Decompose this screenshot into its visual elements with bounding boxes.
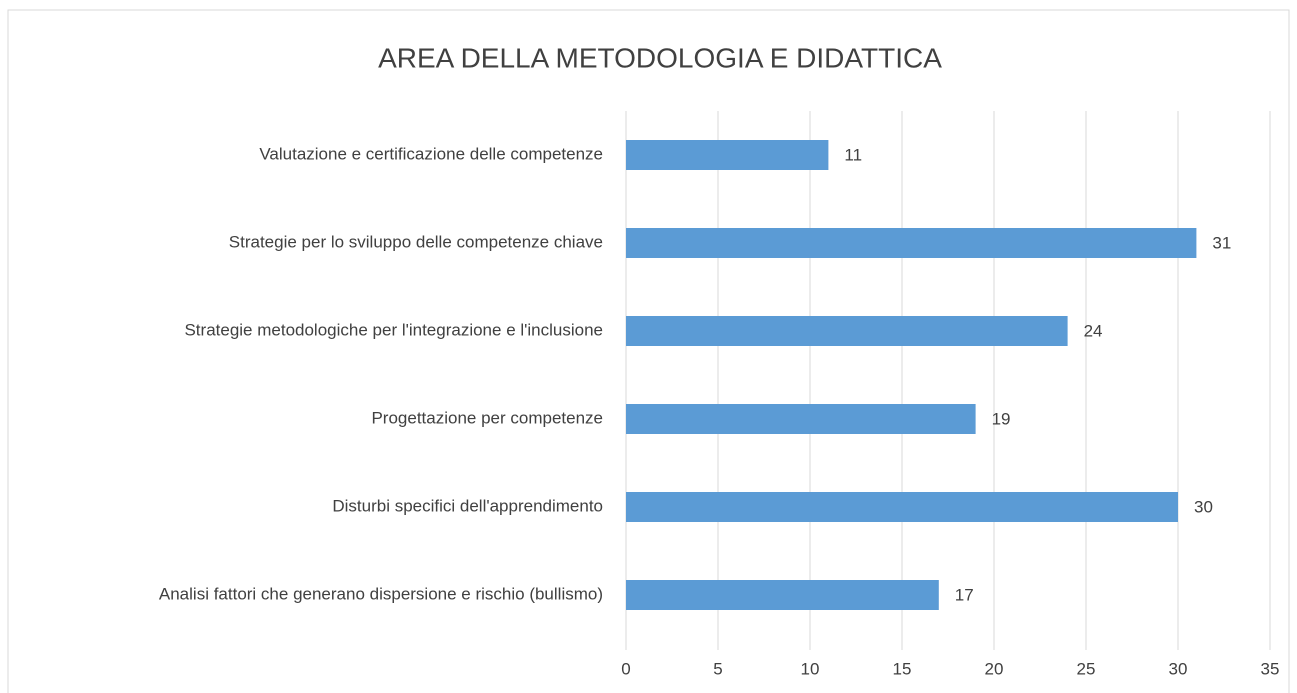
x-tick-label: 20 xyxy=(985,659,1004,678)
y-tick-label: Disturbi specifici dell'apprendimento xyxy=(332,496,603,515)
bar xyxy=(626,404,976,434)
x-tick-label: 15 xyxy=(893,659,912,678)
data-label: 11 xyxy=(844,145,862,164)
chart-border xyxy=(7,9,1290,693)
bar xyxy=(626,580,939,610)
chart-title: AREA DELLA METODOLOGIA E DIDATTICA xyxy=(378,42,942,73)
x-tick-label: 5 xyxy=(713,659,722,678)
y-tick-label: Analisi fattori che generano dispersione… xyxy=(159,584,603,603)
bar xyxy=(626,316,1068,346)
data-label: 31 xyxy=(1212,233,1231,252)
x-tick-label: 0 xyxy=(621,659,630,678)
x-tick-label: 35 xyxy=(1261,659,1280,678)
data-label: 19 xyxy=(992,409,1011,428)
y-tick-label: Strategie metodologiche per l'integrazio… xyxy=(184,320,603,339)
data-label: 24 xyxy=(1084,321,1103,340)
data-label: 30 xyxy=(1194,497,1213,516)
y-tick-label: Progettazione per competenze xyxy=(371,408,603,427)
x-tick-label: 25 xyxy=(1077,659,1096,678)
y-tick-label: Strategie per lo sviluppo delle competen… xyxy=(229,232,603,251)
x-tick-label: 10 xyxy=(801,659,820,678)
data-label: 17 xyxy=(955,585,974,604)
y-tick-label: Valutazione e certificazione delle compe… xyxy=(259,144,603,163)
x-tick-label: 30 xyxy=(1169,659,1188,678)
bar xyxy=(626,492,1178,522)
bar xyxy=(626,228,1197,258)
bar xyxy=(626,140,829,170)
